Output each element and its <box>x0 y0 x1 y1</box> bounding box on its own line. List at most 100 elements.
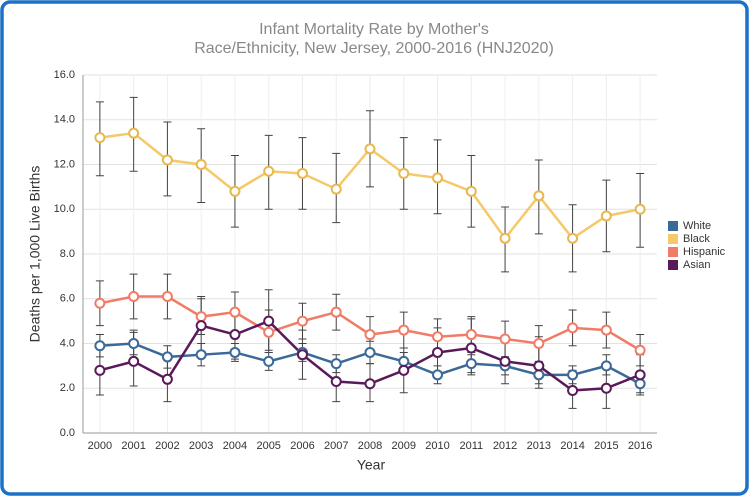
data-point <box>364 329 376 341</box>
data-point <box>161 154 173 166</box>
data-point <box>263 315 275 327</box>
x-tick-label: 2009 <box>392 440 416 452</box>
data-point <box>567 232 579 244</box>
data-point <box>600 382 612 394</box>
data-point <box>600 210 612 222</box>
legend-label: Asian <box>683 259 711 271</box>
y-tick-label: 10.0 <box>54 203 75 215</box>
data-point <box>398 355 410 367</box>
x-tick-label: 2003 <box>189 440 213 452</box>
data-point <box>533 338 545 349</box>
x-tick-label: 2002 <box>155 440 179 452</box>
data-point <box>161 373 173 385</box>
data-point <box>229 306 241 318</box>
data-point <box>499 333 511 345</box>
data-point <box>432 346 444 358</box>
legend-swatch <box>668 247 678 257</box>
data-point <box>263 355 275 367</box>
data-point <box>195 320 207 332</box>
data-point <box>94 297 106 309</box>
data-point <box>330 306 342 318</box>
chart-title: Infant Mortality Rate by Mother's <box>259 21 489 38</box>
data-point <box>499 232 511 244</box>
data-point <box>600 360 612 372</box>
y-tick-label: 12.0 <box>54 158 75 170</box>
data-point <box>94 340 106 352</box>
data-point <box>533 190 545 202</box>
data-point <box>465 342 477 354</box>
data-point <box>229 185 241 197</box>
legend-label: White <box>683 220 711 232</box>
y-tick-label: 16.0 <box>54 69 75 81</box>
x-tick-label: 2016 <box>628 440 652 452</box>
data-point <box>94 364 106 376</box>
data-point <box>465 358 477 370</box>
x-tick-label: 2001 <box>121 440 145 452</box>
y-tick-label: 14.0 <box>54 114 75 126</box>
data-point <box>195 349 207 361</box>
data-point <box>432 172 444 184</box>
x-tick-label: 2004 <box>223 440 247 452</box>
x-tick-label: 2008 <box>358 440 382 452</box>
x-tick-label: 2010 <box>425 440 449 452</box>
data-point <box>263 326 275 338</box>
x-tick-label: 2012 <box>493 440 517 452</box>
data-point <box>398 324 410 336</box>
data-point <box>128 355 140 367</box>
data-point <box>296 167 308 179</box>
data-point <box>634 378 646 390</box>
data-point <box>296 315 308 327</box>
x-tick-label: 2014 <box>560 440 584 452</box>
data-point <box>398 167 410 179</box>
data-point <box>195 311 207 323</box>
data-point <box>128 338 140 349</box>
x-tick-label: 2007 <box>324 440 348 452</box>
data-point <box>94 132 106 144</box>
data-point <box>432 331 444 343</box>
data-point <box>364 143 376 155</box>
legend-swatch <box>668 260 678 270</box>
y-axis-title: Deaths per 1,000 Live Births <box>27 166 43 343</box>
data-point <box>195 159 207 170</box>
data-point <box>330 358 342 370</box>
data-point <box>499 355 511 367</box>
data-point <box>634 369 646 381</box>
x-tick-label: 2000 <box>88 440 112 452</box>
x-tick-label: 2015 <box>594 440 618 452</box>
data-point <box>330 376 342 388</box>
data-point <box>229 346 241 358</box>
data-point <box>364 378 376 390</box>
data-point <box>634 203 646 215</box>
data-point <box>432 369 444 381</box>
x-axis-title: Year <box>357 457 386 473</box>
y-tick-label: 4.0 <box>60 337 75 349</box>
data-point <box>533 360 545 372</box>
y-tick-label: 6.0 <box>60 293 75 305</box>
data-point <box>128 127 140 139</box>
data-point <box>330 183 342 195</box>
y-tick-label: 2.0 <box>60 382 75 394</box>
x-tick-label: 2011 <box>459 440 483 452</box>
data-point <box>398 364 410 376</box>
data-point <box>296 349 308 361</box>
data-point <box>161 351 173 363</box>
data-point <box>128 291 140 303</box>
data-point <box>600 324 612 336</box>
legend-swatch <box>668 221 678 231</box>
x-tick-label: 2005 <box>256 440 280 452</box>
legend-label: Black <box>683 233 710 245</box>
data-point <box>567 322 579 334</box>
data-point <box>465 185 477 197</box>
legend-swatch <box>668 234 678 244</box>
y-tick-label: 0.0 <box>60 427 75 439</box>
y-tick-label: 8.0 <box>60 248 75 260</box>
data-point <box>229 329 241 341</box>
data-point <box>533 369 545 381</box>
data-point <box>465 329 477 341</box>
data-point <box>263 165 275 177</box>
chart-title: Race/Ethnicity, New Jersey, 2000-2016 (H… <box>194 40 554 57</box>
data-point <box>567 369 579 381</box>
data-point <box>364 346 376 358</box>
